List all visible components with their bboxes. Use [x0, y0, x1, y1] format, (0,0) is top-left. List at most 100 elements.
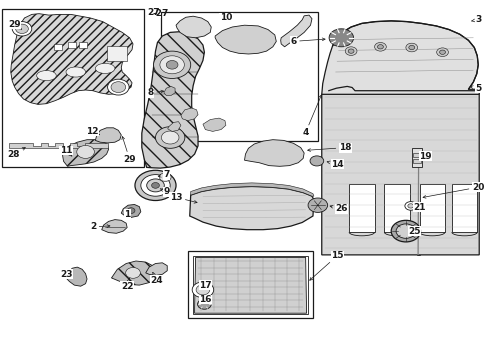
Polygon shape — [244, 140, 304, 166]
Circle shape — [307, 198, 327, 212]
Bar — [419, 184, 444, 232]
Circle shape — [160, 56, 184, 74]
Text: 17: 17 — [199, 281, 211, 289]
Text: 22: 22 — [121, 278, 133, 291]
Polygon shape — [181, 108, 198, 121]
Circle shape — [347, 49, 353, 53]
Text: 11: 11 — [60, 146, 72, 156]
Polygon shape — [176, 16, 211, 38]
Text: 4: 4 — [302, 95, 321, 137]
Ellipse shape — [37, 71, 56, 81]
Text: 3: 3 — [471, 15, 480, 24]
Circle shape — [125, 267, 140, 278]
Text: 16: 16 — [199, 295, 211, 304]
Circle shape — [192, 282, 213, 298]
Circle shape — [111, 82, 125, 93]
Bar — [188, 251, 312, 318]
Polygon shape — [280, 15, 311, 47]
Circle shape — [374, 42, 386, 51]
Text: 14: 14 — [326, 160, 343, 168]
Bar — [411, 148, 421, 167]
Text: 2: 2 — [90, 222, 110, 231]
Circle shape — [107, 79, 129, 95]
Polygon shape — [9, 143, 107, 148]
Ellipse shape — [66, 67, 85, 77]
Polygon shape — [145, 263, 167, 275]
Polygon shape — [203, 118, 225, 131]
Bar — [412, 153, 420, 157]
Polygon shape — [102, 220, 127, 233]
Polygon shape — [142, 32, 204, 168]
Polygon shape — [65, 267, 87, 286]
Text: 6: 6 — [290, 37, 325, 46]
Polygon shape — [121, 204, 141, 217]
Circle shape — [309, 156, 323, 166]
Circle shape — [196, 285, 209, 295]
Polygon shape — [111, 261, 157, 285]
Text: 21: 21 — [412, 202, 425, 211]
Text: 28: 28 — [7, 148, 25, 158]
Polygon shape — [163, 86, 175, 95]
Circle shape — [141, 175, 170, 196]
Circle shape — [12, 22, 32, 36]
Circle shape — [404, 202, 416, 210]
Circle shape — [377, 45, 383, 49]
Polygon shape — [215, 25, 276, 54]
Text: 13: 13 — [169, 193, 197, 203]
Text: 24: 24 — [150, 273, 163, 284]
Text: 1: 1 — [124, 210, 130, 219]
Polygon shape — [95, 128, 121, 143]
Polygon shape — [190, 183, 313, 196]
Ellipse shape — [95, 63, 115, 73]
Circle shape — [328, 29, 353, 47]
Polygon shape — [189, 186, 313, 230]
Text: 20: 20 — [422, 183, 484, 198]
Bar — [2, 9, 144, 167]
Text: -27: -27 — [152, 9, 168, 18]
Bar — [384, 184, 409, 232]
Circle shape — [161, 131, 179, 144]
Bar — [412, 159, 420, 163]
Polygon shape — [167, 122, 181, 131]
Circle shape — [408, 45, 414, 50]
Text: 15: 15 — [309, 251, 343, 280]
Bar — [161, 12, 317, 141]
Text: 26: 26 — [329, 204, 347, 213]
Text: 19: 19 — [418, 152, 431, 161]
Circle shape — [153, 51, 190, 78]
Text: 7: 7 — [158, 171, 169, 180]
Bar — [106, 46, 127, 61]
Circle shape — [16, 24, 28, 33]
Text: 29: 29 — [8, 20, 21, 29]
Text: 27: 27 — [147, 8, 160, 17]
Circle shape — [407, 204, 413, 208]
Text: 18: 18 — [307, 143, 351, 152]
Circle shape — [127, 208, 135, 213]
Polygon shape — [62, 140, 108, 166]
Text: 25: 25 — [407, 227, 420, 236]
Circle shape — [159, 173, 171, 181]
Circle shape — [197, 299, 211, 309]
Circle shape — [390, 220, 420, 242]
Circle shape — [436, 48, 447, 57]
Polygon shape — [194, 257, 306, 313]
Polygon shape — [11, 14, 133, 104]
Bar — [451, 184, 476, 232]
Circle shape — [135, 170, 176, 201]
Bar — [54, 44, 61, 50]
Polygon shape — [321, 89, 478, 255]
Circle shape — [77, 145, 94, 158]
Polygon shape — [321, 21, 478, 94]
Text: 10: 10 — [219, 13, 232, 22]
Circle shape — [345, 47, 356, 55]
Text: 12: 12 — [85, 127, 100, 136]
Circle shape — [155, 127, 184, 148]
Text: 9: 9 — [160, 187, 169, 197]
Circle shape — [151, 183, 159, 188]
Circle shape — [439, 50, 445, 54]
Circle shape — [166, 60, 178, 69]
Text: 23: 23 — [60, 270, 72, 279]
Text: 29: 29 — [122, 136, 136, 163]
Text: 5: 5 — [469, 84, 480, 93]
Circle shape — [146, 179, 164, 192]
